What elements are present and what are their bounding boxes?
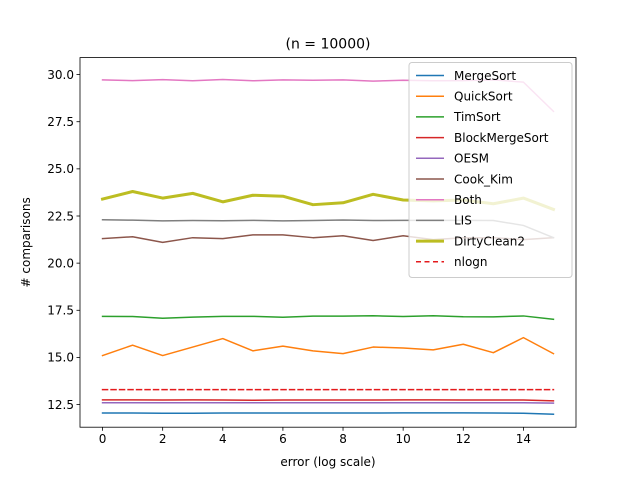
x-tick-label: 4	[219, 432, 227, 446]
series-line-timsort	[101, 315, 555, 321]
axes-layer: 0 2 4 6 8 10 12 14 12.5 15.0 17.5 20.0 22.5 25.0 27.5 3…	[47, 57, 577, 446]
y-tick-label: 27.5	[47, 115, 74, 129]
y-tick-label: 22.5	[47, 209, 74, 223]
x-axis-label: error (log scale)	[280, 455, 375, 469]
y-tick-label: 20.0	[47, 256, 74, 270]
series-line-quicksort	[101, 336, 555, 357]
legend-box	[408, 62, 573, 278]
legend-label-cook-kim: Cook_Kim	[454, 172, 513, 186]
legend-label-mergesort: MergeSort	[454, 69, 516, 83]
chart-title: (n = 10000)	[286, 37, 371, 53]
x-tick-label: 10	[396, 432, 411, 446]
y-tick-label: 15.0	[47, 351, 74, 365]
legend-label-timsort: TimSort	[453, 110, 501, 124]
legend-label-lis: LIS	[454, 214, 472, 228]
series-line-blockmergesort	[101, 399, 555, 402]
x-tick-label: 8	[339, 432, 347, 446]
y-tick-label: 30.0	[47, 68, 74, 82]
legend-label-nlogn: nlogn	[454, 255, 488, 269]
axes-spines	[79, 57, 577, 428]
x-tick-label: 6	[279, 432, 287, 446]
series-line-mergesort	[101, 412, 555, 415]
legend-label-blockmergesort: BlockMergeSort	[454, 131, 549, 145]
legend-label-quicksort: QuickSort	[454, 90, 513, 104]
legend: MergeSort QuickSort TimSort BlockMergeSort O…	[408, 62, 573, 278]
y-tick-label: 12.5	[47, 398, 74, 412]
x-tick-label: 0	[99, 432, 107, 446]
legend-label-oesm: OESM	[454, 152, 489, 166]
legend-label-both: Both	[454, 193, 482, 207]
y-axis-label: # comparisons	[19, 197, 33, 287]
x-tick-label: 12	[456, 432, 471, 446]
y-tick-label: 25.0	[47, 162, 74, 176]
x-tick-label: 2	[159, 432, 167, 446]
y-tick-label: 17.5	[47, 304, 74, 318]
x-tick-label: 14	[516, 432, 531, 446]
legend-label-dirtyclean2: DirtyClean2	[454, 234, 525, 248]
